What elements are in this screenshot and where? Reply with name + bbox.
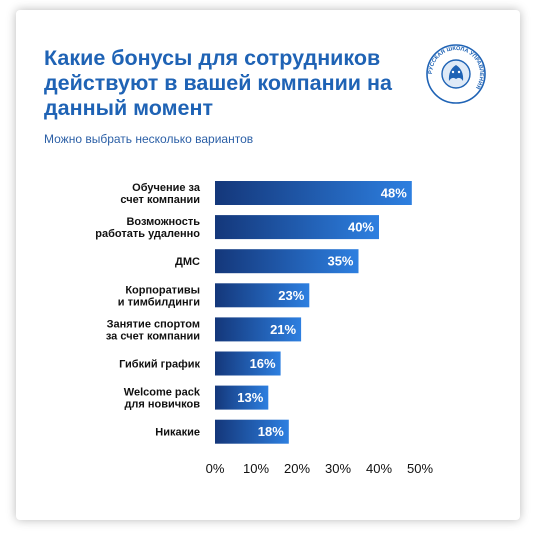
bar-0 xyxy=(215,181,412,205)
category-label-0: Обучение за счет компании xyxy=(120,182,201,206)
category-label-5: Гибкий график xyxy=(119,359,200,371)
category-label-4: Занятие спортом за счет компании xyxy=(106,318,200,342)
value-label-2: 35% xyxy=(327,254,353,269)
bar-2 xyxy=(215,249,359,274)
bar-7 xyxy=(215,419,289,444)
category-label-1: Возможность работать удаленно xyxy=(95,216,200,240)
category-label-2: ДМС xyxy=(175,256,200,268)
category-label-3: Корпоративы и тимбилдинги xyxy=(118,284,200,308)
value-label-1: 40% xyxy=(348,220,374,235)
value-label-3: 23% xyxy=(278,288,304,303)
page-title: Какие бонусы для сотрудников действуют в… xyxy=(44,46,392,120)
x-tick-label-0: 0% xyxy=(206,461,225,476)
category-label-7: Никакие xyxy=(155,427,200,439)
bar-3 xyxy=(215,283,310,308)
value-label-0: 48% xyxy=(381,186,407,201)
x-tick-label-5: 50% xyxy=(407,461,433,476)
x-tick-label-1: 10% xyxy=(243,461,269,476)
x-tick-label-3: 30% xyxy=(325,461,351,476)
value-label-7: 18% xyxy=(258,424,284,439)
bar-1 xyxy=(215,215,379,240)
value-label-4: 21% xyxy=(270,322,296,337)
category-label-6: Welcome pack для новичков xyxy=(124,387,201,411)
bar-6 xyxy=(215,385,269,410)
value-label-6: 13% xyxy=(237,390,263,405)
bar-4 xyxy=(215,317,302,342)
value-label-5: 16% xyxy=(250,356,276,371)
x-tick-label-4: 40% xyxy=(366,461,392,476)
school-logo-icon: РУССКАЯ ШКОЛА УПРАВЛЕНИЯ xyxy=(426,44,486,104)
page-subtitle: Можно выбрать несколько вариантов xyxy=(44,132,254,146)
bar-5 xyxy=(215,351,281,376)
x-tick-label-2: 20% xyxy=(284,461,310,476)
